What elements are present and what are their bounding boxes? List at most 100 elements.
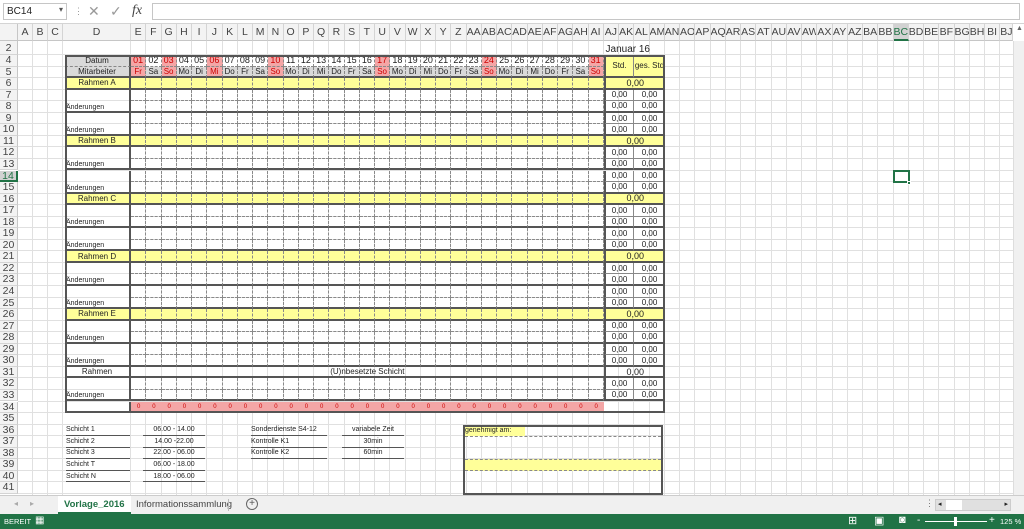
group-header-rahmen-a[interactable]: Rahmen A bbox=[65, 78, 131, 90]
normal-view-icon[interactable]: ⊞ bbox=[848, 515, 858, 527]
day-cell[interactable] bbox=[558, 320, 574, 333]
day-cell[interactable] bbox=[420, 262, 436, 275]
day-cell[interactable] bbox=[573, 355, 589, 367]
day-cell[interactable] bbox=[283, 355, 299, 367]
day-cell[interactable] bbox=[207, 170, 223, 183]
day-cell[interactable] bbox=[131, 343, 147, 356]
zoom-level[interactable]: 125 % bbox=[1000, 517, 1022, 526]
day-cell[interactable] bbox=[237, 216, 253, 229]
day-cell[interactable] bbox=[359, 389, 375, 402]
day-cell[interactable] bbox=[298, 182, 314, 194]
day-cell[interactable] bbox=[161, 205, 177, 217]
day-cell[interactable] bbox=[466, 170, 482, 183]
page-layout-icon[interactable]: ▣ bbox=[874, 515, 885, 527]
day-cell[interactable] bbox=[329, 320, 345, 333]
day-cell[interactable] bbox=[375, 182, 391, 194]
day-cell[interactable] bbox=[451, 182, 467, 194]
row-header-23[interactable]: 23 bbox=[0, 274, 18, 286]
day-cell[interactable] bbox=[451, 286, 467, 298]
day-cell[interactable] bbox=[420, 286, 436, 298]
day-cell[interactable] bbox=[283, 112, 299, 125]
day-cell[interactable] bbox=[390, 389, 406, 402]
day-cell[interactable] bbox=[344, 216, 360, 229]
day-cell[interactable] bbox=[192, 170, 208, 183]
day-cell[interactable] bbox=[390, 343, 406, 356]
day-cell[interactable] bbox=[481, 170, 497, 183]
day-cell[interactable] bbox=[237, 89, 253, 102]
day-cell[interactable] bbox=[344, 193, 360, 206]
day-cell[interactable] bbox=[451, 274, 467, 286]
day-cell[interactable] bbox=[176, 332, 192, 344]
day-cell[interactable] bbox=[329, 297, 345, 310]
day-cell[interactable] bbox=[314, 274, 330, 286]
column-header-d[interactable]: D bbox=[63, 24, 131, 41]
day-cell[interactable] bbox=[222, 297, 238, 310]
column-header-at[interactable]: AT bbox=[756, 24, 772, 41]
day-cell[interactable] bbox=[466, 78, 482, 90]
day-cell[interactable] bbox=[512, 216, 528, 229]
day-cell[interactable] bbox=[207, 389, 223, 402]
day-cell[interactable] bbox=[390, 193, 406, 206]
day-cell[interactable] bbox=[497, 182, 513, 194]
day-cell[interactable] bbox=[588, 309, 604, 321]
day-cell[interactable] bbox=[542, 251, 558, 263]
day-cell[interactable] bbox=[161, 112, 177, 125]
day-cell[interactable] bbox=[161, 135, 177, 148]
day-cell[interactable] bbox=[542, 158, 558, 171]
day-cell[interactable] bbox=[497, 343, 513, 356]
day-cell[interactable] bbox=[222, 332, 238, 344]
day-cell[interactable] bbox=[131, 262, 147, 275]
day-cell[interactable] bbox=[573, 286, 589, 298]
day-cell[interactable] bbox=[405, 309, 421, 321]
day-cell[interactable] bbox=[390, 78, 406, 90]
row-header-21[interactable]: 21 bbox=[0, 251, 18, 263]
scroll-up-icon[interactable]: ▲ bbox=[1016, 25, 1023, 32]
day-cell[interactable] bbox=[253, 309, 269, 321]
column-header-af[interactable]: AF bbox=[542, 24, 558, 41]
day-cell[interactable] bbox=[573, 112, 589, 125]
day-cell[interactable] bbox=[283, 297, 299, 310]
day-cell[interactable] bbox=[588, 286, 604, 298]
day-cell[interactable] bbox=[283, 135, 299, 148]
day-cell[interactable] bbox=[588, 193, 604, 206]
day-cell[interactable] bbox=[512, 297, 528, 310]
day-cell[interactable] bbox=[222, 78, 238, 90]
day-cell[interactable] bbox=[176, 251, 192, 263]
day-cell[interactable] bbox=[512, 135, 528, 148]
column-header-bh[interactable]: BH bbox=[969, 24, 985, 41]
function-icon[interactable]: fx bbox=[132, 3, 143, 18]
day-cell[interactable] bbox=[329, 309, 345, 321]
day-cell[interactable] bbox=[268, 147, 284, 159]
day-cell[interactable] bbox=[466, 216, 482, 229]
day-cell[interactable] bbox=[222, 147, 238, 159]
day-cell[interactable] bbox=[222, 239, 238, 252]
day-cell[interactable] bbox=[359, 112, 375, 125]
day-cell[interactable] bbox=[344, 228, 360, 240]
day-cell[interactable] bbox=[436, 262, 452, 275]
day-cell[interactable] bbox=[253, 147, 269, 159]
day-cell[interactable] bbox=[253, 101, 269, 113]
changes-label[interactable]: Änderungen bbox=[65, 216, 131, 229]
day-cell[interactable] bbox=[451, 228, 467, 240]
day-cell[interactable] bbox=[298, 343, 314, 356]
day-cell[interactable] bbox=[222, 262, 238, 275]
day-cell[interactable] bbox=[161, 78, 177, 90]
column-header-bf[interactable]: BF bbox=[939, 24, 955, 41]
day-cell[interactable] bbox=[481, 205, 497, 217]
day-cell[interactable] bbox=[314, 251, 330, 263]
day-cell[interactable] bbox=[359, 170, 375, 183]
day-cell[interactable] bbox=[558, 343, 574, 356]
day-cell[interactable] bbox=[481, 216, 497, 229]
day-cell[interactable] bbox=[298, 378, 314, 390]
day-cell[interactable] bbox=[222, 124, 238, 136]
day-cell[interactable] bbox=[436, 112, 452, 125]
day-cell[interactable] bbox=[375, 89, 391, 102]
day-cell[interactable] bbox=[146, 216, 162, 229]
day-cell[interactable] bbox=[481, 193, 497, 206]
day-cell[interactable] bbox=[436, 193, 452, 206]
day-cell[interactable] bbox=[466, 193, 482, 206]
day-cell[interactable] bbox=[268, 332, 284, 344]
day-cell[interactable] bbox=[131, 78, 147, 90]
day-cell[interactable] bbox=[298, 101, 314, 113]
day-cell[interactable] bbox=[176, 239, 192, 252]
